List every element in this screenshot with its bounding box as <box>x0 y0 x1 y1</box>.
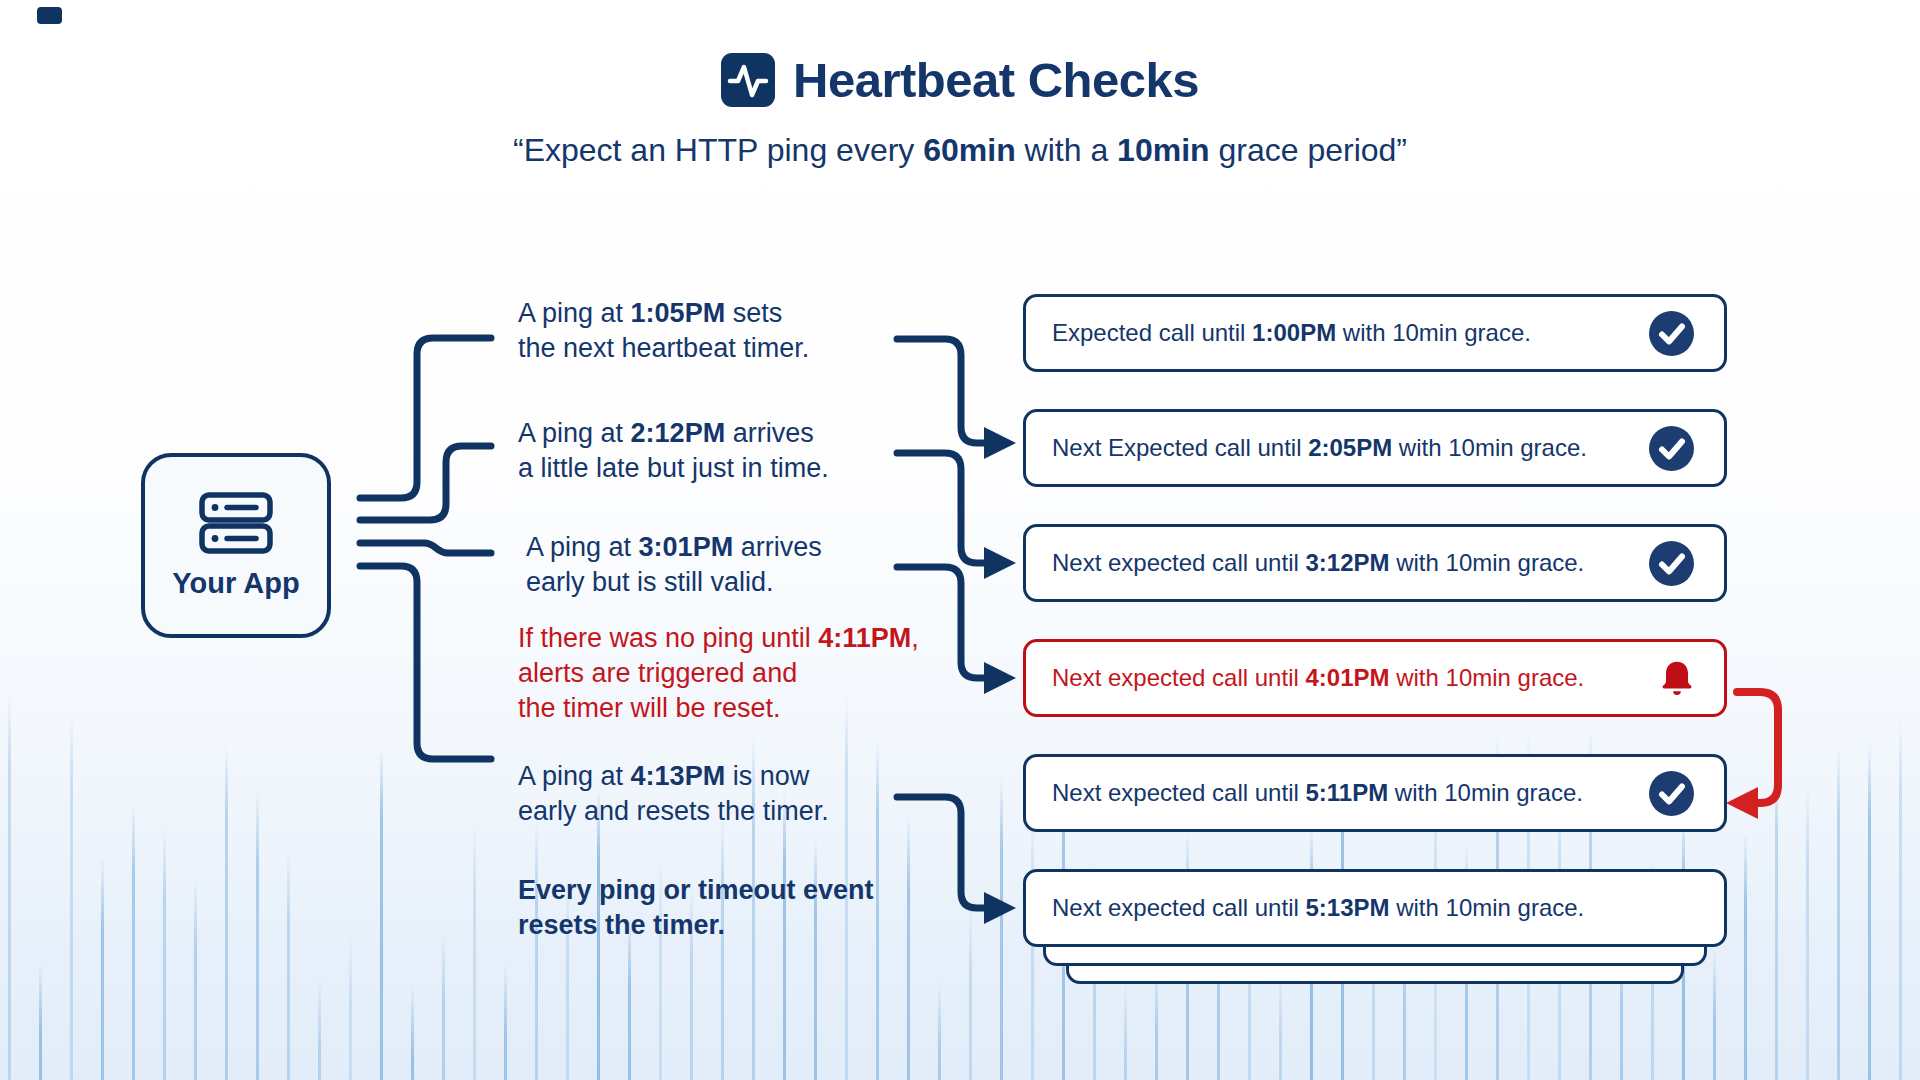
timeline-card-4-alert: Next expected call until 4:01PM with 10m… <box>1023 639 1727 717</box>
annotation-ping-2: A ping at 2:12PM arrives a little late b… <box>518 416 829 486</box>
flow-line-2 <box>897 453 984 563</box>
alert-bell-icon <box>1660 660 1694 697</box>
header: Heartbeat Checks <box>0 52 1920 108</box>
check-circle-icon <box>1649 541 1694 586</box>
timeline-card-6: Next expected call until 5:13PM with 10m… <box>1023 869 1727 947</box>
annotation-ping-1: A ping at 1:05PM sets the next heartbeat… <box>518 296 809 366</box>
timeline-card-5: Next expected call until 5:11PM with 10m… <box>1023 754 1727 832</box>
flow-line-1 <box>897 339 984 443</box>
heartbeat-infographic: { "colors": { "navy": "#14366b", "line":… <box>0 0 1920 1080</box>
page-title: Heartbeat Checks <box>793 52 1199 108</box>
check-circle-icon <box>1649 311 1694 356</box>
timeline-card-3: Next expected call until 3:12PM with 10m… <box>1023 524 1727 602</box>
activity-pulse-icon <box>721 53 775 107</box>
check-circle-icon <box>1649 426 1694 471</box>
branch-line-3 <box>360 543 491 553</box>
annotation-ping-3: A ping at 3:01PM arrives early but is st… <box>526 530 822 600</box>
your-app-label: Your App <box>172 567 299 600</box>
timeline-card-1: Expected call until 1:00PM with 10min gr… <box>1023 294 1727 372</box>
card-label: Next expected call until 5:13PM with 10m… <box>1052 894 1584 922</box>
corner-mark <box>37 7 62 24</box>
branch-line-1 <box>360 338 491 498</box>
timeline-card-2: Next Expected call until 2:05PM with 10m… <box>1023 409 1727 487</box>
card-label: Expected call until 1:00PM with 10min gr… <box>1052 319 1531 347</box>
card-label: Next expected call until 4:01PM with 10m… <box>1052 664 1584 692</box>
flow-arrowhead-icon <box>984 662 1016 694</box>
flow-arrowhead-icon <box>984 427 1016 459</box>
retry-arrowhead-icon <box>1726 787 1758 819</box>
check-circle-icon <box>1649 771 1694 816</box>
annotation-ping-4: A ping at 4:13PM is now early and resets… <box>518 759 829 829</box>
card-label: Next expected call until 3:12PM with 10m… <box>1052 549 1584 577</box>
annotation-reset-note: Every ping or timeout event resets the t… <box>518 873 874 943</box>
retry-arrow-line <box>1737 692 1778 803</box>
annotation-timeout: If there was no ping until 4:11PM, alert… <box>518 621 919 726</box>
branch-line-4 <box>360 566 491 759</box>
server-icon <box>198 491 274 555</box>
flow-line-5 <box>897 797 984 908</box>
branch-line-2 <box>360 446 491 520</box>
your-app-node: Your App <box>141 453 331 638</box>
card-label: Next expected call until 5:11PM with 10m… <box>1052 779 1583 807</box>
flow-arrowhead-icon <box>984 547 1016 579</box>
page-subtitle: “Expect an HTTP ping every 60min with a … <box>0 132 1920 169</box>
card-label: Next Expected call until 2:05PM with 10m… <box>1052 434 1587 462</box>
flow-arrowhead-icon <box>984 892 1016 924</box>
